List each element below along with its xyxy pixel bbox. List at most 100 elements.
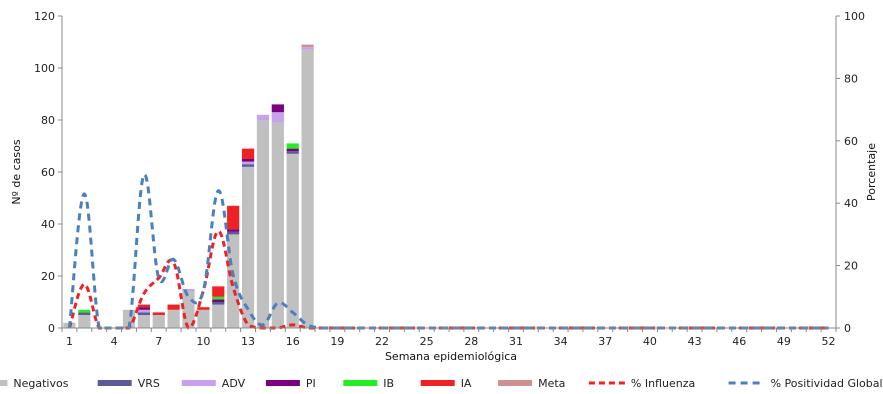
bar-negativos (78, 315, 91, 328)
bar-pi (227, 229, 240, 232)
bar-negativos (227, 234, 240, 328)
y2-axis-title: Porcentaje (865, 143, 878, 201)
bar-ia (167, 304, 180, 310)
x-axis-title: Semana epidemiológica (385, 350, 517, 363)
y-tick-label: 20 (41, 270, 55, 283)
bar-adv (241, 161, 255, 165)
bar-negativos (301, 49, 314, 329)
legend-swatch (97, 380, 132, 386)
y2-tick-label: 20 (844, 260, 858, 273)
bar-ib (212, 296, 225, 300)
x-tick-label: 34 (554, 335, 568, 348)
y-tick-label: 100 (34, 62, 55, 75)
x-tick-label: 43 (688, 335, 702, 348)
bars (63, 44, 314, 329)
legend-swatch (343, 380, 378, 386)
bar-negativos (212, 304, 225, 328)
legend-label: VRS (138, 377, 160, 390)
x-tick-label: 16 (286, 335, 300, 348)
legend-swatch (498, 380, 533, 386)
bar-vrs (286, 151, 299, 154)
x-tick-label: 1 (66, 335, 73, 348)
legend-label: PI (306, 377, 316, 390)
legend-item: Meta (498, 377, 565, 390)
bar-negativos (137, 315, 150, 328)
legend-swatch (181, 380, 216, 386)
legend-swatch (0, 380, 8, 386)
bar-pi (271, 104, 284, 113)
x-tick-label: 46 (732, 335, 746, 348)
legend-swatch (420, 380, 455, 386)
x-tick-label: 10 (196, 335, 210, 348)
bar-negativos (256, 120, 270, 328)
bar-adv (256, 114, 270, 120)
bar-ia (152, 312, 165, 315)
y2-tick-label: 0 (844, 322, 851, 335)
legend-label: IB (383, 377, 394, 390)
legend-item: IA (420, 377, 472, 390)
bar-ib (78, 309, 91, 313)
y2-tick-label: 40 (844, 197, 858, 210)
y-tick-label: 60 (41, 166, 55, 179)
bar-adv (182, 289, 195, 292)
legend-item: % Positividad Global (728, 377, 883, 390)
axes: 0 20 40 60 80 100 120 0 20 40 60 80 100 1 4 7 10 13 16 19 22… (34, 10, 865, 348)
bar-ia (212, 286, 225, 297)
y-tick-label: 0 (48, 322, 55, 335)
legend-label: % Influenza (631, 377, 695, 390)
bar-negativos (167, 309, 180, 328)
bar-pi (241, 159, 255, 162)
x-tick-label: 4 (111, 335, 118, 348)
y-tick-label: 40 (41, 218, 55, 231)
x-tick-label: 49 (777, 335, 791, 348)
bar-pi (286, 148, 299, 152)
x-tick-label: 52 (822, 335, 836, 348)
bar-adv (137, 309, 150, 313)
bar-negativos (286, 153, 299, 328)
lines (67, 173, 829, 330)
bar-pi (212, 299, 225, 302)
legend-item: IB (343, 377, 394, 390)
legend-label: ADV (222, 377, 246, 390)
x-tick-label: 40 (643, 335, 657, 348)
x-tick-label: 31 (509, 335, 523, 348)
bar-ia (197, 307, 210, 310)
bar-negativos (271, 122, 284, 328)
x-tick-label: 19 (330, 335, 344, 348)
y2-tick-label: 100 (844, 10, 865, 23)
bar-vrs (241, 164, 255, 167)
bar-adv (301, 47, 314, 50)
legend-item: PI (265, 377, 316, 390)
bar-pi (137, 307, 150, 310)
legend-item: Negativos (0, 377, 69, 390)
legend-label: % Positividad Global (771, 377, 883, 390)
bar-vrs (227, 231, 240, 235)
x-tick-label: 22 (375, 335, 389, 348)
bar-ia (137, 304, 150, 308)
bar-negativos (152, 315, 165, 328)
legend: Negativos VRS ADV PI IB IA Meta % Influenza % Po… (0, 377, 883, 390)
y-tick-label: 80 (41, 114, 55, 127)
bar-ia (241, 148, 255, 159)
bar-ib (286, 143, 299, 149)
legend-swatch (265, 380, 300, 386)
x-tick-label: 28 (464, 335, 478, 348)
legend-label: Meta (538, 377, 565, 390)
y-axis-title: Nº de casos (10, 139, 23, 204)
x-tick-label: 25 (420, 335, 434, 348)
x-tick-label: 7 (155, 335, 162, 348)
bar-meta (301, 44, 314, 48)
legend-item: VRS (97, 377, 160, 390)
bar-vrs (78, 312, 91, 315)
legend-label: Negativos (13, 377, 68, 390)
bar-vrs (137, 312, 150, 315)
bar-negativos (197, 309, 210, 328)
y2-tick-label: 80 (844, 72, 858, 85)
y-tick-label: 120 (34, 10, 55, 23)
bar-negativos (241, 166, 255, 328)
x-tick-label: 13 (241, 335, 255, 348)
bar-vrs (212, 302, 225, 305)
legend-item: % Influenza (588, 377, 695, 390)
legend-item: ADV (181, 377, 246, 390)
